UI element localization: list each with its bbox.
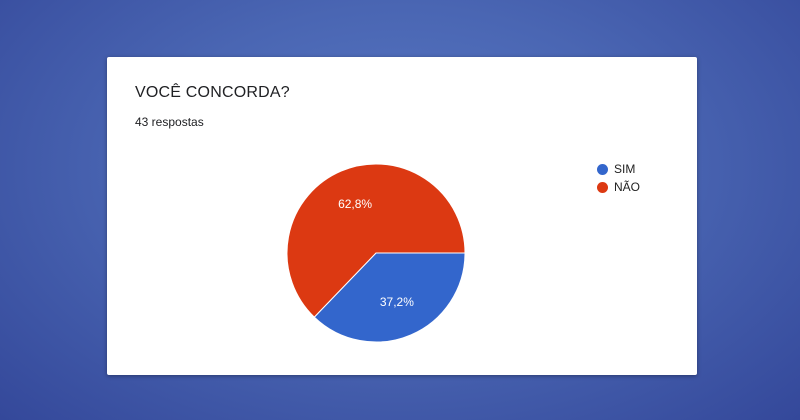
chart-legend: SIM NÃO [597, 160, 640, 196]
legend-label-nao: NÃO [614, 180, 641, 194]
pie-label-sim: 37,2% [380, 295, 414, 309]
pie-slice-nao[interactable] [286, 163, 466, 318]
legend-item-sim[interactable]: SIM [597, 160, 640, 178]
legend-item-nao[interactable]: NÃO [597, 178, 640, 196]
legend-label-sim: SIM [614, 162, 636, 176]
legend-swatch-sim [597, 163, 608, 175]
legend-swatch-nao [597, 181, 608, 193]
chart-title: VOCÊ CONCORDA? [135, 84, 290, 101]
pie-slice-sim[interactable] [313, 252, 466, 343]
response-count: 43 respostas [135, 115, 204, 129]
pie-chart: 37,2% 62,8% [286, 163, 466, 343]
pie-label-nao: 62,8% [338, 197, 372, 211]
chart-card: VOCÊ CONCORDA? 43 respostas 37,2% 62,8% S… [107, 57, 697, 375]
